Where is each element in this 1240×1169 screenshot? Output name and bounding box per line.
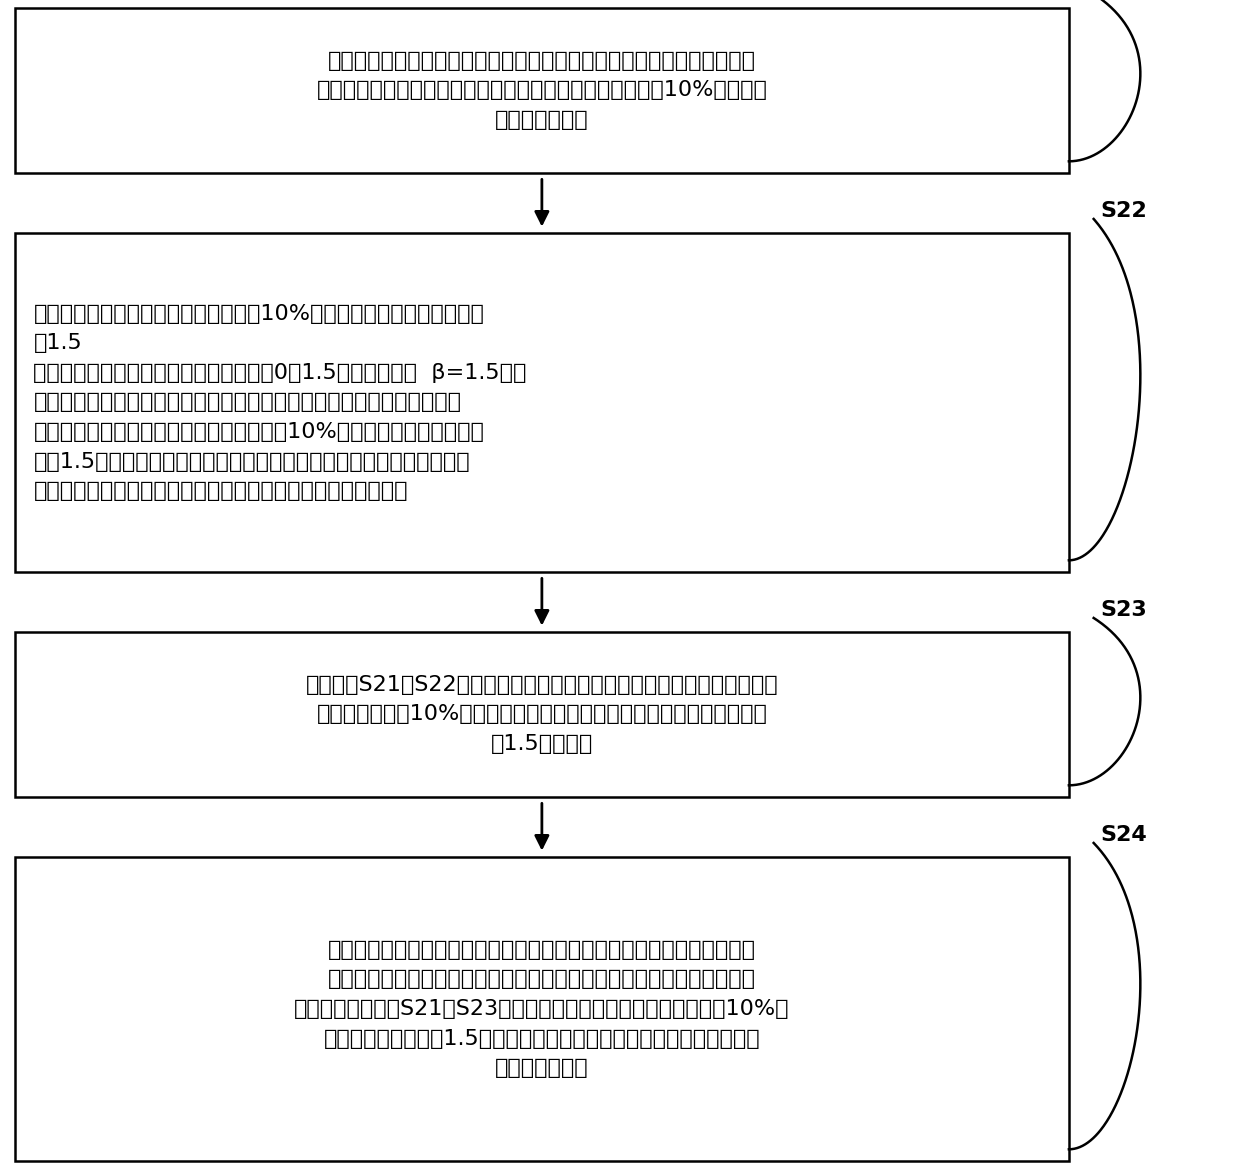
- Text: 如果此时所有杆件索内力偏差值不超过10%设计值相对应的可靠指标均大
于1.5
（根据结构体系变形可逆程度选取范围为0～1.5，本发明设定  β=1.5），
则可: 如果此时所有杆件索内力偏差值不超过10%设计值相对应的可靠指标均大 于1.5 （…: [33, 304, 527, 502]
- Text: S22: S22: [1100, 201, 1147, 221]
- Bar: [15, 8, 1069, 173]
- Text: 进一步验证此时结构是否满足正常使用极限状态，最大挠度是否满足规范
要求，如果满足则此时相对应的误差值即为极限误差允许值，否则调整误
差值、返回至步骤S21～S2: 进一步验证此时结构是否满足正常使用极限状态，最大挠度是否满足规范 要求，如果满足…: [294, 940, 790, 1078]
- Bar: [15, 632, 1069, 797]
- Text: S23: S23: [1100, 601, 1147, 621]
- Bar: [15, 857, 1069, 1161]
- Text: 重复步骤S21～S22，直到搜索获得某误差值对应相应的误差模型作用下索
内力偏差不超过10%设计值所有杆件相对应的可靠度指标均刚好满足不小
于1.5的临界值: 重复步骤S21～S22，直到搜索获得某误差值对应相应的误差模型作用下索 内力偏差…: [305, 675, 779, 754]
- Text: S24: S24: [1100, 825, 1147, 845]
- Bar: [15, 233, 1069, 572]
- Text: 设定结构在一定程度支座节点误差作用下，对应相应的误差均值和方差，
进而对应相应的误差模型，求得各类索杆内力偏差值不超过10%设计值相
对应的可靠指标: 设定结构在一定程度支座节点误差作用下，对应相应的误差均值和方差， 进而对应相应的…: [316, 51, 768, 130]
